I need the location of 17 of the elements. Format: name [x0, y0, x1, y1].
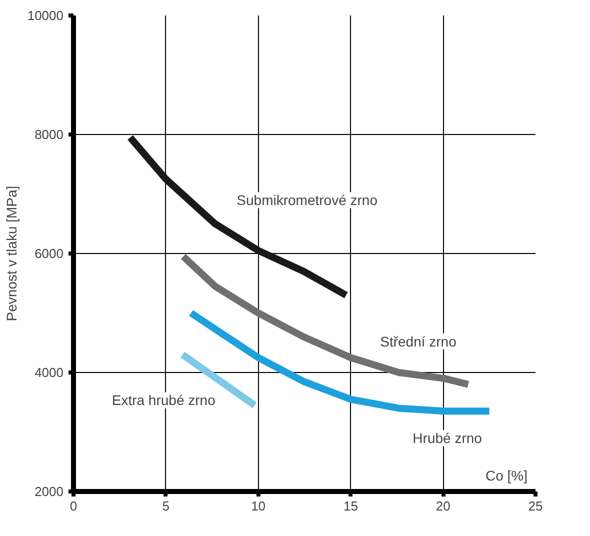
- y-tick-label: 10000: [27, 8, 64, 23]
- series-label: Střední zrno: [380, 333, 457, 350]
- y-tick-label: 4000: [34, 365, 64, 380]
- x-tick-label: 20: [436, 498, 450, 514]
- series-label: Extra hrubé zrno: [112, 392, 216, 408]
- x-tick-label: 5: [162, 498, 170, 514]
- series-label: Hrubé zrno: [412, 430, 482, 446]
- x-tick-label: 15: [343, 498, 358, 514]
- x-tick-label: 10: [251, 498, 266, 514]
- x-tick-label: 25: [528, 498, 543, 514]
- y-tick-label: 2000: [34, 484, 64, 499]
- y-axis-title: Pevnost v tlaku [MPa]: [3, 186, 20, 322]
- series-label: Submikrometrové zrno: [236, 192, 378, 208]
- x-axis-title: Co [%]: [485, 468, 528, 484]
- y-tick-label: 6000: [34, 246, 64, 261]
- y-tick-label: 8000: [34, 127, 64, 142]
- x-tick-label: 0: [70, 498, 78, 514]
